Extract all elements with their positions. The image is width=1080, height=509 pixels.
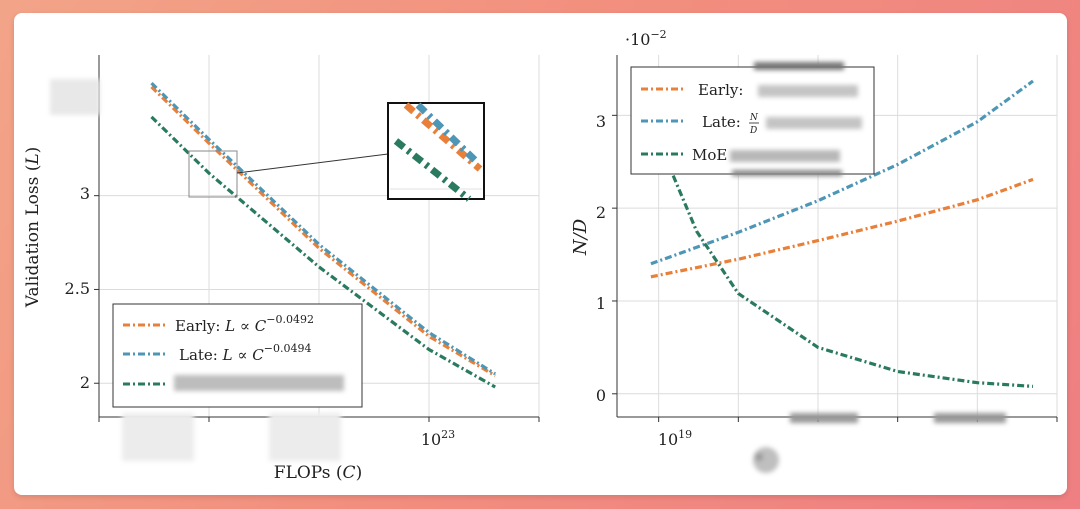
legend-label-early: Early:: [698, 81, 743, 99]
legend-formula-obscured: [766, 117, 862, 129]
legend-label-moe: MoE: [692, 146, 727, 164]
right-series-layer: [649, 79, 1034, 388]
left-ytick-label: 3: [80, 184, 90, 203]
zoom-region-box: [188, 150, 238, 198]
left-ytick-label: 2.5: [65, 279, 90, 298]
right-series-line-2: [649, 119, 1034, 388]
right-series-line-0: [650, 177, 1034, 279]
inset-series-early: [403, 102, 483, 172]
right-ytick-label: 0: [596, 386, 606, 405]
right-scale-label: ·10−2: [625, 28, 667, 49]
legend-label-early: Early: L ∝ C−0.0492: [175, 313, 314, 335]
left-xtick-label: 1023: [421, 428, 455, 449]
legend-footer-obscured: [732, 170, 842, 176]
legend-label-moe-obscured: [174, 375, 344, 391]
left-legend: Early: L ∝ C−0.0492 Late: L ∝ C−0.0494: [112, 303, 363, 408]
figure-card: 3 2.5 2 1023 FLOPs (C) Validation Loss (…: [14, 13, 1067, 495]
inset-series-moe: [393, 138, 472, 202]
inset-series-late: [415, 102, 481, 166]
right-series-line-1: [650, 79, 1034, 266]
left-ylabel: Validation Loss (L): [23, 147, 43, 309]
zoom-inset: [387, 102, 485, 202]
zoom-connector: [236, 153, 389, 174]
figure-canvas: 3 2.5 2 1023 FLOPs (C) Validation Loss (…: [23, 28, 1058, 483]
left-ytick-label: 2: [80, 373, 90, 392]
left-xlabel: FLOPs (C): [274, 463, 362, 483]
legend-label-late: Late:: [702, 113, 741, 131]
right-legend: Early: Late: N D MoE: [630, 62, 875, 176]
right-blurred-artifacts: [753, 413, 1006, 473]
left-blurred-artifacts: [50, 79, 341, 461]
right-ytick-label: 2: [596, 203, 606, 222]
legend-frac-den: D: [749, 126, 757, 136]
legend-formula-obscured: [730, 150, 840, 162]
right-xtick-label: 1019: [658, 428, 692, 449]
legend-label-late: Late: L ∝ C−0.0494: [179, 342, 312, 364]
legend-header-obscured: [754, 62, 844, 70]
legend-formula-obscured: [758, 85, 858, 97]
legend-frac-num: N: [749, 113, 759, 123]
right-ytick-label: 1: [596, 294, 606, 313]
right-ylabel: N/D: [570, 218, 591, 256]
right-ytick-label: 3: [596, 112, 606, 131]
